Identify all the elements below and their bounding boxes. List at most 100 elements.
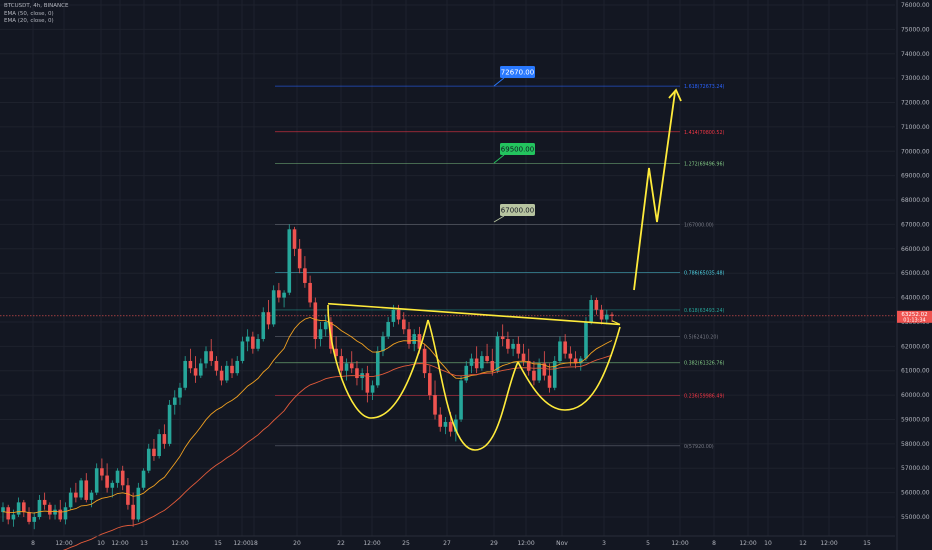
target-pointer [493,77,505,87]
candle-body [126,485,130,505]
x-tick-label: 12:00 [111,540,128,547]
target-label: 72670.00 [501,69,534,77]
candle-body [256,339,260,349]
candle-body [563,341,567,354]
ema20-label[interactable]: EMA (20, close, 0) [4,18,54,24]
x-tick-label: 8 [712,540,716,547]
y-tick-label: 57000.00 [901,465,930,472]
symbol-label[interactable]: BTCUSDT, 4h, BINANCE [4,3,69,9]
candle-body [27,512,31,522]
candle-body [53,509,57,515]
x-tick-label: Nov [556,540,568,547]
price-axis[interactable]: 55000.00 56000.00 57000.00 58000.00 59000.00… [896,0,932,550]
candle-body [339,356,344,371]
countdown-label: 01:13:34 [903,317,925,323]
candle-body [120,470,125,486]
candle-body [610,314,614,316]
candle-body [573,358,578,364]
candle-body [157,434,161,457]
candle-body [490,360,495,371]
ema50-label[interactable]: EMA (50, close, 0) [4,10,54,17]
candle-body [448,421,453,432]
candle-body [412,334,417,344]
candle-body [105,475,109,488]
fib-label: 1(67000.00) [684,222,714,228]
x-tick-label: 15 [214,540,222,547]
candle-body [532,370,536,381]
candle-body [428,373,432,396]
y-tick-label: 67000.00 [901,221,930,228]
fib-label: 1.272(69496.96) [684,162,724,168]
candle-body [370,385,375,393]
candle-body [407,329,411,344]
candle-body [313,302,318,340]
ema50-line [62,354,613,550]
candle-body [16,502,21,515]
candle-body [48,504,52,515]
candle-body [198,363,203,376]
fib-label: 0.382(61326.76) [684,361,724,367]
candle-body [401,319,406,330]
current-price-label: 63252.02 [901,312,927,318]
ema20-line [2,317,613,514]
x-tick-label: 25 [402,540,410,547]
neckline-end [611,320,621,325]
time-axis[interactable]: 8 12:00 10 12:00 13 12:00 15 12:00 18 20 22 12:00 25… [0,535,895,547]
candle-body [251,336,255,349]
x-tick-label: 15 [863,540,871,547]
x-tick-label: 10 [97,540,105,547]
candle-body [474,358,479,369]
x-tick-label: 12:00 [171,540,188,547]
candle-body [391,309,396,322]
y-tick-label: 55000.00 [901,514,930,521]
candle-body [136,487,141,520]
candle-body [547,375,552,388]
y-tick-label: 71000.00 [901,124,930,131]
y-tick-label: 64000.00 [901,295,930,302]
candle-body [115,470,120,483]
candle-body [167,404,172,444]
candle-body [558,341,562,361]
fib-label: 1.414(70800.52) [684,130,724,136]
x-tick-label: 5 [646,540,650,547]
candle-body [334,348,338,357]
candle-body [230,365,234,374]
candle-body [277,290,281,298]
y-tick-label: 62000.00 [901,343,930,350]
x-tick-label: 22 [337,540,345,547]
candle-body [84,480,89,500]
candle-body [438,414,443,427]
candle-body [469,358,474,366]
candle-body [485,356,489,361]
candle-body [183,360,187,388]
candle-body [433,395,437,415]
candle-body [22,502,26,513]
candle-body [79,480,83,498]
candle-body [323,321,328,330]
candle-body [604,314,609,320]
candle-body [589,300,593,322]
x-tick-label: 13 [140,540,148,547]
candle-body [11,514,16,520]
target-labels: 67000.00 69500.00 72670.00 [493,66,535,223]
target-pointer [493,154,505,164]
candle-body [297,248,302,269]
candle-body [204,351,208,364]
candle-body [219,370,224,381]
candle-body [63,507,68,520]
y-tick-label: 76000.00 [901,2,930,9]
y-tick-label: 75000.00 [901,26,930,33]
x-tick-label: 12:00 [233,540,250,547]
target-label: 69500.00 [501,146,534,154]
y-tick-label: 69000.00 [901,173,930,180]
candle-body [594,300,599,310]
candle-body [542,363,547,376]
candle-body [537,363,541,381]
fib-label: 0.5(62410.20) [684,334,718,340]
candle-body [245,336,250,342]
fib-label: 0.236(59986.49) [684,393,724,399]
candle-body [349,363,354,369]
candle-body [578,358,583,364]
